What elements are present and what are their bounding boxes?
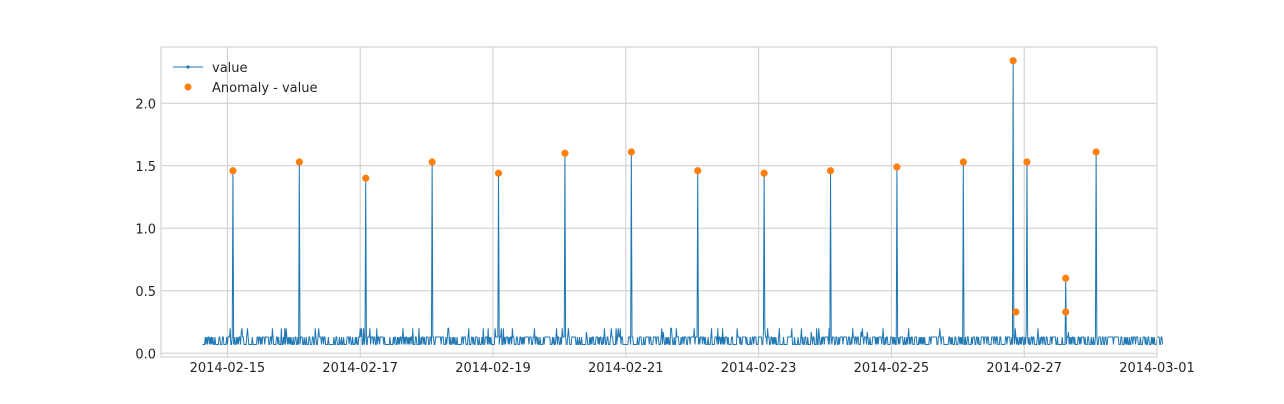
legend-anomaly-marker (184, 83, 192, 91)
anomaly-point (1009, 57, 1017, 65)
anomaly-point (1012, 308, 1020, 316)
x-tick-label: 2014-02-23 (721, 361, 797, 376)
anomaly-point (1062, 274, 1070, 282)
anomaly-point (494, 169, 503, 177)
plot-frame (160, 46, 1158, 358)
anomaly-point (627, 148, 635, 156)
x-tick-label: 2014-02-27 (986, 361, 1062, 376)
x-tick-label: 2014-02-17 (322, 361, 398, 376)
anomaly-point (229, 167, 237, 175)
axis-ticks: 2014-02-15 2014-02-17 2014-02-19 2014-02-21… (135, 97, 1194, 376)
anomaly-point (295, 158, 303, 166)
y-tick-label: 0.0 (135, 347, 156, 362)
x-tick-label: 2014-02-19 (455, 361, 531, 376)
anomaly-point (1092, 148, 1100, 156)
anomaly-point (1062, 308, 1070, 316)
anomaly-point (893, 163, 901, 171)
y-tick-label: 1.0 (135, 222, 156, 237)
x-tick-label: 2014-02-25 (854, 361, 930, 376)
anomaly-point (1023, 158, 1031, 166)
y-tick-label: 0.5 (135, 285, 156, 300)
value-line (202, 60, 1164, 345)
anomaly-point (362, 174, 370, 182)
anomaly-point (428, 158, 436, 166)
legend-value-label: value (212, 61, 248, 76)
anomaly-point (959, 158, 967, 166)
anomaly-point (694, 167, 702, 175)
x-tick-label: 2014-03-01 (1119, 361, 1195, 376)
anomaly-point (826, 167, 835, 175)
y-tick-label: 2.0 (135, 97, 156, 112)
anomaly-point (561, 149, 569, 157)
x-tick-label: 2014-02-21 (588, 361, 664, 376)
anomaly-point (760, 169, 768, 177)
legend-anomaly-label: Anomaly - value (212, 81, 318, 96)
legend: value Anomaly - value (173, 61, 318, 96)
y-tick-label: 1.5 (135, 160, 156, 175)
x-tick-label: 2014-02-15 (190, 361, 266, 376)
anomaly-series (229, 57, 1100, 316)
legend-value-marker (186, 65, 190, 69)
